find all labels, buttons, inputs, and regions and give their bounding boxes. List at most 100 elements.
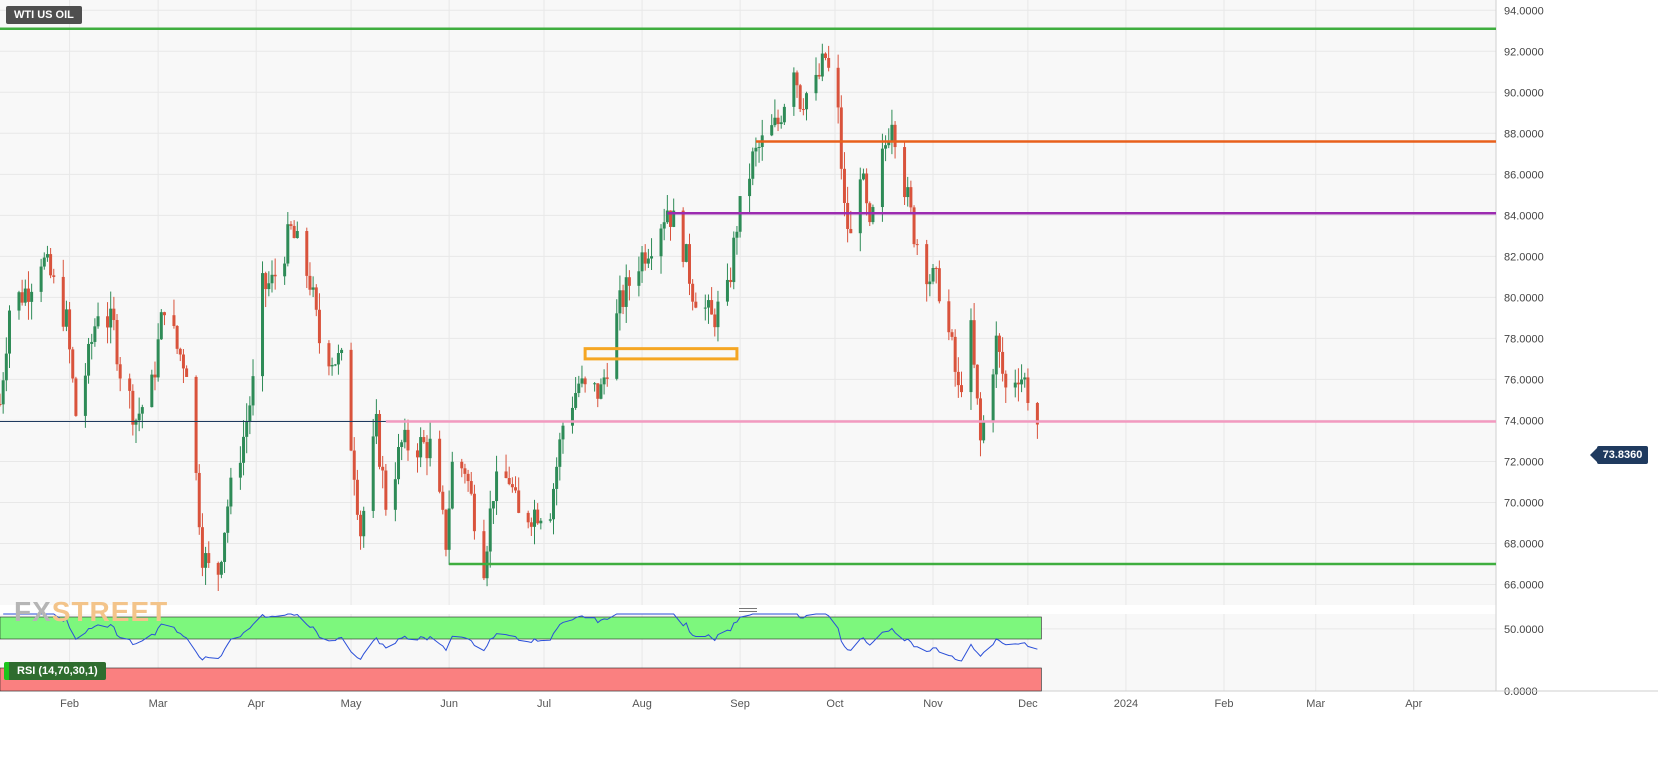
- candle-up: [336, 344, 340, 375]
- rsi-indicator-label[interactable]: RSI (14,70,30,1): [4, 662, 106, 680]
- candle-down: [915, 239, 919, 256]
- candle-up: [134, 418, 138, 443]
- candle-body: [757, 147, 761, 149]
- candle-down: [181, 349, 185, 384]
- candle-body: [74, 378, 78, 416]
- candle-body: [159, 312, 163, 340]
- candle-down: [264, 271, 268, 308]
- candle-up: [83, 363, 87, 428]
- candle-body: [384, 470, 388, 510]
- candle-up: [1, 372, 5, 414]
- candle-down: [200, 513, 204, 577]
- candle-up: [580, 365, 584, 388]
- candle-body: [776, 117, 780, 125]
- candle-body: [245, 421, 249, 437]
- candle-down: [536, 503, 540, 525]
- candle-body: [779, 122, 783, 125]
- candle-down: [583, 376, 587, 393]
- candle-body: [991, 374, 995, 421]
- candle-body: [931, 268, 935, 282]
- candle-down: [643, 244, 647, 271]
- candle-up: [30, 283, 34, 320]
- candle-body: [197, 472, 201, 528]
- candle-down: [355, 469, 359, 520]
- candle-body: [219, 561, 223, 575]
- watermark-street: STREET: [51, 596, 169, 627]
- candle-body: [317, 309, 321, 344]
- candle-body: [438, 438, 442, 492]
- candle-body: [646, 258, 650, 264]
- x-tick-label: Aug: [632, 698, 652, 710]
- symbol-label[interactable]: WTI US OIL: [6, 6, 82, 24]
- candle-body: [4, 353, 8, 381]
- candle-up: [716, 290, 720, 342]
- candle-down: [776, 109, 780, 132]
- candle-down: [605, 362, 609, 387]
- candle-body: [223, 532, 227, 562]
- candle-body: [570, 407, 574, 426]
- y-tick-label: 90.0000: [1504, 87, 1544, 99]
- candle-body: [627, 277, 631, 286]
- candle-down: [0, 393, 2, 407]
- candle-body: [156, 339, 160, 378]
- candle-down: [441, 485, 445, 515]
- candle-down: [378, 410, 382, 470]
- candle-down: [153, 361, 157, 391]
- y-tick-label: 72.0000: [1504, 456, 1544, 468]
- candle-body: [450, 461, 454, 509]
- candle-up: [270, 260, 274, 293]
- candle-up: [140, 404, 144, 429]
- candle-down: [185, 365, 189, 377]
- candle-body: [533, 509, 537, 527]
- candle-down: [472, 484, 476, 540]
- candle-body: [694, 301, 698, 308]
- candle-down: [112, 296, 116, 331]
- candle-body: [178, 348, 182, 355]
- candle-body: [115, 320, 119, 365]
- candle-body: [1013, 382, 1017, 388]
- candle-down: [950, 329, 954, 341]
- candle-body: [441, 491, 445, 510]
- candle-body: [887, 141, 891, 146]
- candle-body: [1, 380, 5, 405]
- candle-up: [330, 357, 334, 376]
- candle-body: [194, 376, 198, 473]
- candle-body: [615, 313, 619, 379]
- candle-up: [488, 490, 492, 568]
- candle-body: [112, 308, 116, 321]
- candle-up: [884, 135, 888, 162]
- candle-body: [969, 320, 973, 393]
- candle-up: [928, 274, 932, 297]
- candle-body: [972, 320, 976, 365]
- candle-body: [669, 210, 673, 227]
- candle-body: [820, 53, 824, 77]
- candle-up: [551, 483, 555, 535]
- candle-up: [450, 451, 454, 510]
- candle-body: [90, 341, 94, 344]
- candle-down: [713, 308, 717, 337]
- candle-down: [1026, 368, 1030, 411]
- candle-body: [466, 473, 470, 482]
- candle-body: [488, 508, 492, 552]
- candle-body: [226, 506, 230, 533]
- candle-down: [118, 356, 122, 392]
- x-tick-label: Jun: [440, 698, 458, 710]
- candle-up: [574, 377, 578, 410]
- candle-body: [96, 316, 100, 327]
- candle-down: [273, 258, 277, 290]
- candle-down: [106, 302, 110, 344]
- candle-up: [204, 546, 208, 585]
- candle-body: [406, 429, 410, 451]
- candle-up: [245, 403, 249, 454]
- candles-group: [0, 43, 1039, 592]
- candle-up: [820, 43, 824, 82]
- candle-body: [270, 274, 274, 284]
- orange-zone: [583, 347, 739, 361]
- candle-down: [849, 210, 853, 234]
- candle-body: [937, 268, 941, 302]
- candle-body: [355, 479, 359, 515]
- candle-body: [865, 173, 869, 204]
- candle-down: [526, 510, 530, 529]
- candle-body: [725, 279, 729, 302]
